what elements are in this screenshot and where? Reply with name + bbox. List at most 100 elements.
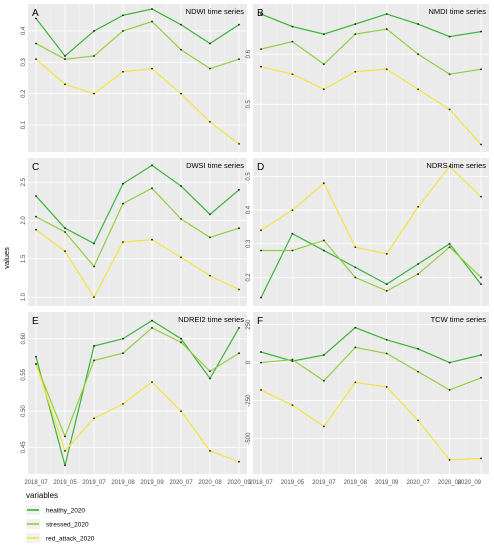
data-point xyxy=(93,30,95,32)
data-point xyxy=(322,182,325,185)
data-point xyxy=(417,348,420,350)
series-red-attack-2020 xyxy=(260,65,482,146)
series-healthy-2020 xyxy=(35,8,240,58)
y-tick-label: 0.4 xyxy=(21,26,27,35)
y-tick-label: 0.5 xyxy=(246,100,252,109)
data-point xyxy=(151,187,153,190)
data-point xyxy=(448,242,451,245)
data-point xyxy=(180,218,182,220)
legend-item-stressed-2020: stressed_2020 xyxy=(26,519,89,529)
data-point xyxy=(291,73,294,76)
y-tick-label: 0.2 xyxy=(21,89,27,98)
data-point xyxy=(448,165,451,168)
data-point xyxy=(209,213,211,216)
series-line xyxy=(260,28,482,75)
data-point xyxy=(122,402,124,405)
data-point xyxy=(35,58,37,61)
data-point xyxy=(151,238,153,241)
data-point xyxy=(322,379,325,382)
data-point xyxy=(448,246,451,249)
data-point xyxy=(238,326,240,329)
data-point xyxy=(209,121,211,123)
y-axis-label: values xyxy=(2,247,11,269)
data-point xyxy=(122,352,124,355)
series-line xyxy=(261,239,482,292)
data-point xyxy=(180,341,182,344)
series-healthy-2020 xyxy=(35,164,240,245)
x-tick-label: 2019_09 xyxy=(140,480,164,486)
data-point xyxy=(238,188,240,191)
series-line xyxy=(260,165,482,255)
series-red-attack-2020 xyxy=(260,165,482,255)
data-point xyxy=(385,13,388,15)
data-point xyxy=(64,227,66,230)
data-point xyxy=(291,360,294,362)
x-tick-label: 2020_07 xyxy=(406,480,430,486)
data-point xyxy=(322,239,325,242)
data-point xyxy=(448,73,451,76)
data-point xyxy=(354,23,357,25)
panel-label: C xyxy=(32,162,39,173)
x-tick-label: 2019_09 xyxy=(375,480,399,486)
series-line xyxy=(35,363,240,463)
data-point xyxy=(260,65,262,68)
panel-label: B xyxy=(257,8,264,19)
data-point xyxy=(354,246,357,249)
data-point xyxy=(122,202,124,205)
data-point xyxy=(354,381,357,384)
data-point xyxy=(480,354,482,356)
data-point xyxy=(417,370,420,373)
data-point xyxy=(93,345,95,347)
data-point xyxy=(417,263,420,265)
data-point xyxy=(354,33,357,35)
y-tick-label: 0.4 xyxy=(246,205,252,214)
x-tick-label: 2020_09 xyxy=(458,480,482,486)
data-point xyxy=(385,352,388,355)
series-stressed-2020 xyxy=(260,239,482,292)
x-tick-label: 2018_07 xyxy=(249,480,273,486)
data-point xyxy=(448,35,451,38)
series-stressed-2020 xyxy=(35,187,240,268)
legend: variables healthy_2020 stressed_2020 red_a… xyxy=(26,491,95,543)
data-point xyxy=(260,229,262,232)
data-point xyxy=(417,88,420,91)
data-point xyxy=(291,232,294,235)
data-point xyxy=(260,48,262,51)
data-point xyxy=(35,228,37,231)
data-point xyxy=(322,354,325,356)
data-point xyxy=(480,457,482,460)
x-tick-label: 2018_07 xyxy=(24,480,48,486)
y-tick-label: 0.2 xyxy=(246,273,252,282)
data-point xyxy=(209,450,211,452)
data-point xyxy=(322,88,325,91)
series-healthy-2020 xyxy=(260,326,482,364)
data-point xyxy=(291,25,294,28)
y-tick-label: 0.50 xyxy=(21,405,27,417)
y-tick-label: 0.5 xyxy=(246,172,252,181)
data-point xyxy=(180,410,182,412)
data-point xyxy=(35,195,37,197)
series-red-attack-2020 xyxy=(260,381,482,461)
data-point xyxy=(480,283,482,286)
data-point xyxy=(238,23,240,26)
data-point xyxy=(448,458,451,461)
data-point xyxy=(151,8,153,10)
y-tick-label: 1.0 xyxy=(21,292,27,301)
panel-title: DWSI time series xyxy=(186,161,244,170)
data-point xyxy=(64,464,66,467)
series-healthy-2020 xyxy=(260,13,482,38)
data-point xyxy=(480,195,482,198)
data-point xyxy=(209,274,211,277)
data-point xyxy=(238,460,240,463)
data-point xyxy=(209,236,211,239)
data-point xyxy=(291,404,294,407)
legend-title: variables xyxy=(26,491,58,500)
data-point xyxy=(260,296,262,299)
y-tick-label: -500 xyxy=(246,432,252,445)
data-point xyxy=(385,68,388,71)
x-tick-label: 2020_08 xyxy=(198,480,222,486)
data-point xyxy=(354,346,357,349)
data-point xyxy=(209,67,211,70)
data-point xyxy=(385,338,388,341)
